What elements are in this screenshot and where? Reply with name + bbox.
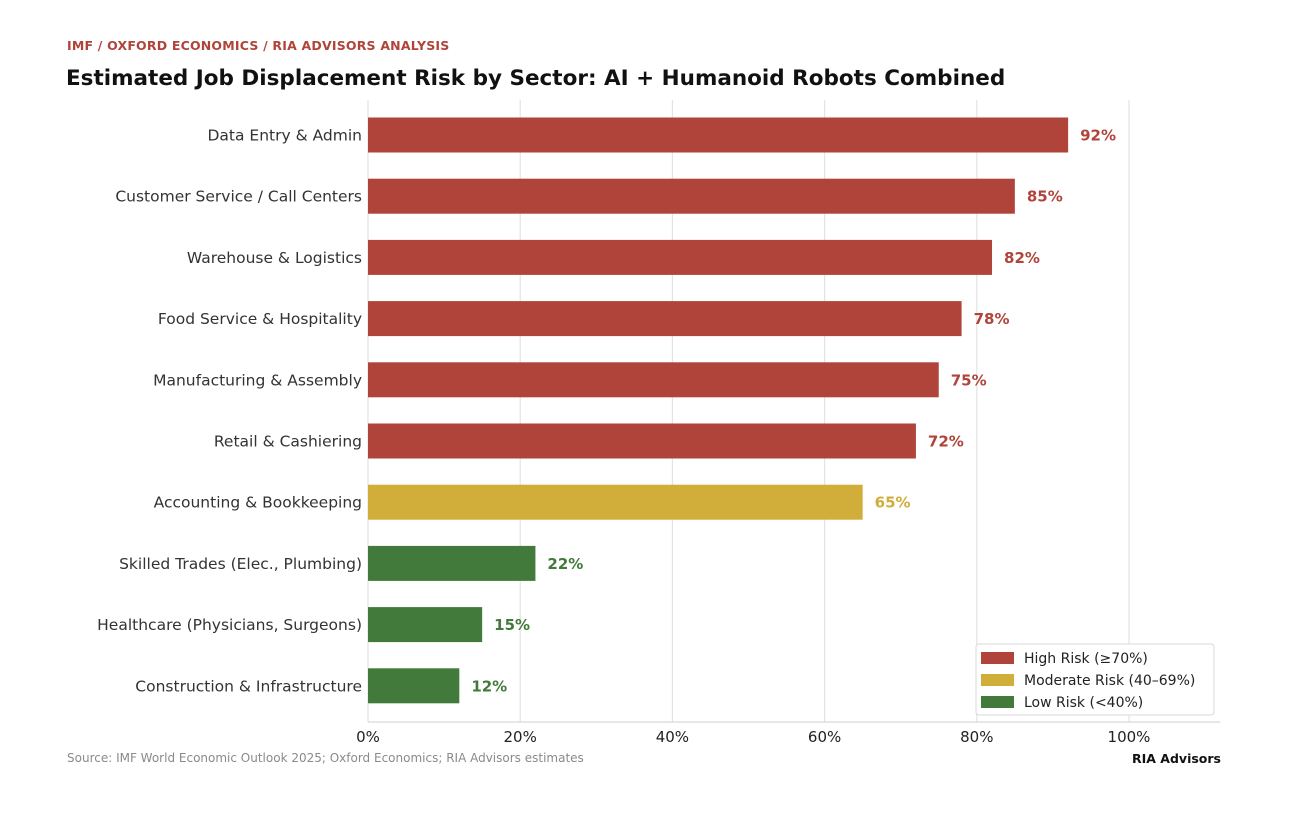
category-label: Customer Service / Call Centers <box>115 188 362 206</box>
source-note: Source: IMF World Economic Outlook 2025;… <box>67 751 584 765</box>
bar <box>368 423 916 459</box>
bar <box>368 301 962 337</box>
x-tick-label: 40% <box>656 728 689 746</box>
x-tick-label: 60% <box>808 728 841 746</box>
category-label: Healthcare (Physicians, Surgeons) <box>97 616 362 634</box>
bar <box>368 668 460 704</box>
bar <box>368 607 483 643</box>
legend-box <box>975 643 1215 716</box>
value-label: 22% <box>547 555 583 573</box>
value-label: 15% <box>494 616 530 634</box>
value-label: 72% <box>928 433 964 451</box>
legend: High Risk (≥70%) Moderate Risk (40–69%) Lo… <box>975 643 1215 716</box>
value-label: 82% <box>1004 249 1040 267</box>
value-labels: 92% 85% 82% 78% 75% 72% 65% 22% 15% 12% <box>471 127 1116 696</box>
value-label: 65% <box>875 494 911 512</box>
category-label: Manufacturing & Assembly <box>153 371 362 389</box>
bar <box>368 484 863 520</box>
bar <box>368 178 1015 214</box>
category-label: Skilled Trades (Elec., Plumbing) <box>119 555 362 573</box>
legend-swatch <box>981 652 1014 664</box>
x-tick-label: 80% <box>960 728 993 746</box>
brand-label: RIA Advisors <box>1132 751 1221 766</box>
bar <box>368 362 939 398</box>
category-label: Construction & Infrastructure <box>135 677 362 695</box>
value-label: 12% <box>471 677 507 695</box>
chart-kicker: IMF / OXFORD ECONOMICS / RIA ADVISORS AN… <box>67 38 450 53</box>
value-label: 78% <box>974 310 1010 328</box>
bar <box>368 239 993 275</box>
chart-title: Estimated Job Displacement Risk by Secto… <box>66 66 1006 91</box>
legend-label: Moderate Risk (40–69%) <box>1024 673 1195 689</box>
x-axis: 0% 20% 40% 60% 80% 100% <box>356 721 1221 746</box>
x-tick-label: 100% <box>1108 728 1151 746</box>
legend-swatch <box>981 696 1014 708</box>
x-tick-label: 0% <box>356 728 380 746</box>
category-label: Retail & Cashiering <box>214 433 362 451</box>
x-tick-label: 20% <box>504 728 537 746</box>
legend-label: Low Risk (<40%) <box>1024 695 1143 711</box>
category-label: Accounting & Bookkeeping <box>154 494 362 512</box>
category-label: Warehouse & Logistics <box>187 249 362 267</box>
value-label: 85% <box>1027 188 1063 206</box>
category-labels: Data Entry & Admin Customer Service / Cal… <box>97 127 362 696</box>
bar <box>368 545 536 581</box>
bar <box>368 117 1069 153</box>
category-label: Food Service & Hospitality <box>158 310 362 328</box>
value-label: 92% <box>1080 127 1116 145</box>
category-label: Data Entry & Admin <box>207 127 362 145</box>
value-label: 75% <box>951 371 987 389</box>
legend-label: High Risk (≥70%) <box>1024 651 1148 667</box>
legend-swatch <box>981 674 1014 686</box>
bars <box>368 117 1069 704</box>
